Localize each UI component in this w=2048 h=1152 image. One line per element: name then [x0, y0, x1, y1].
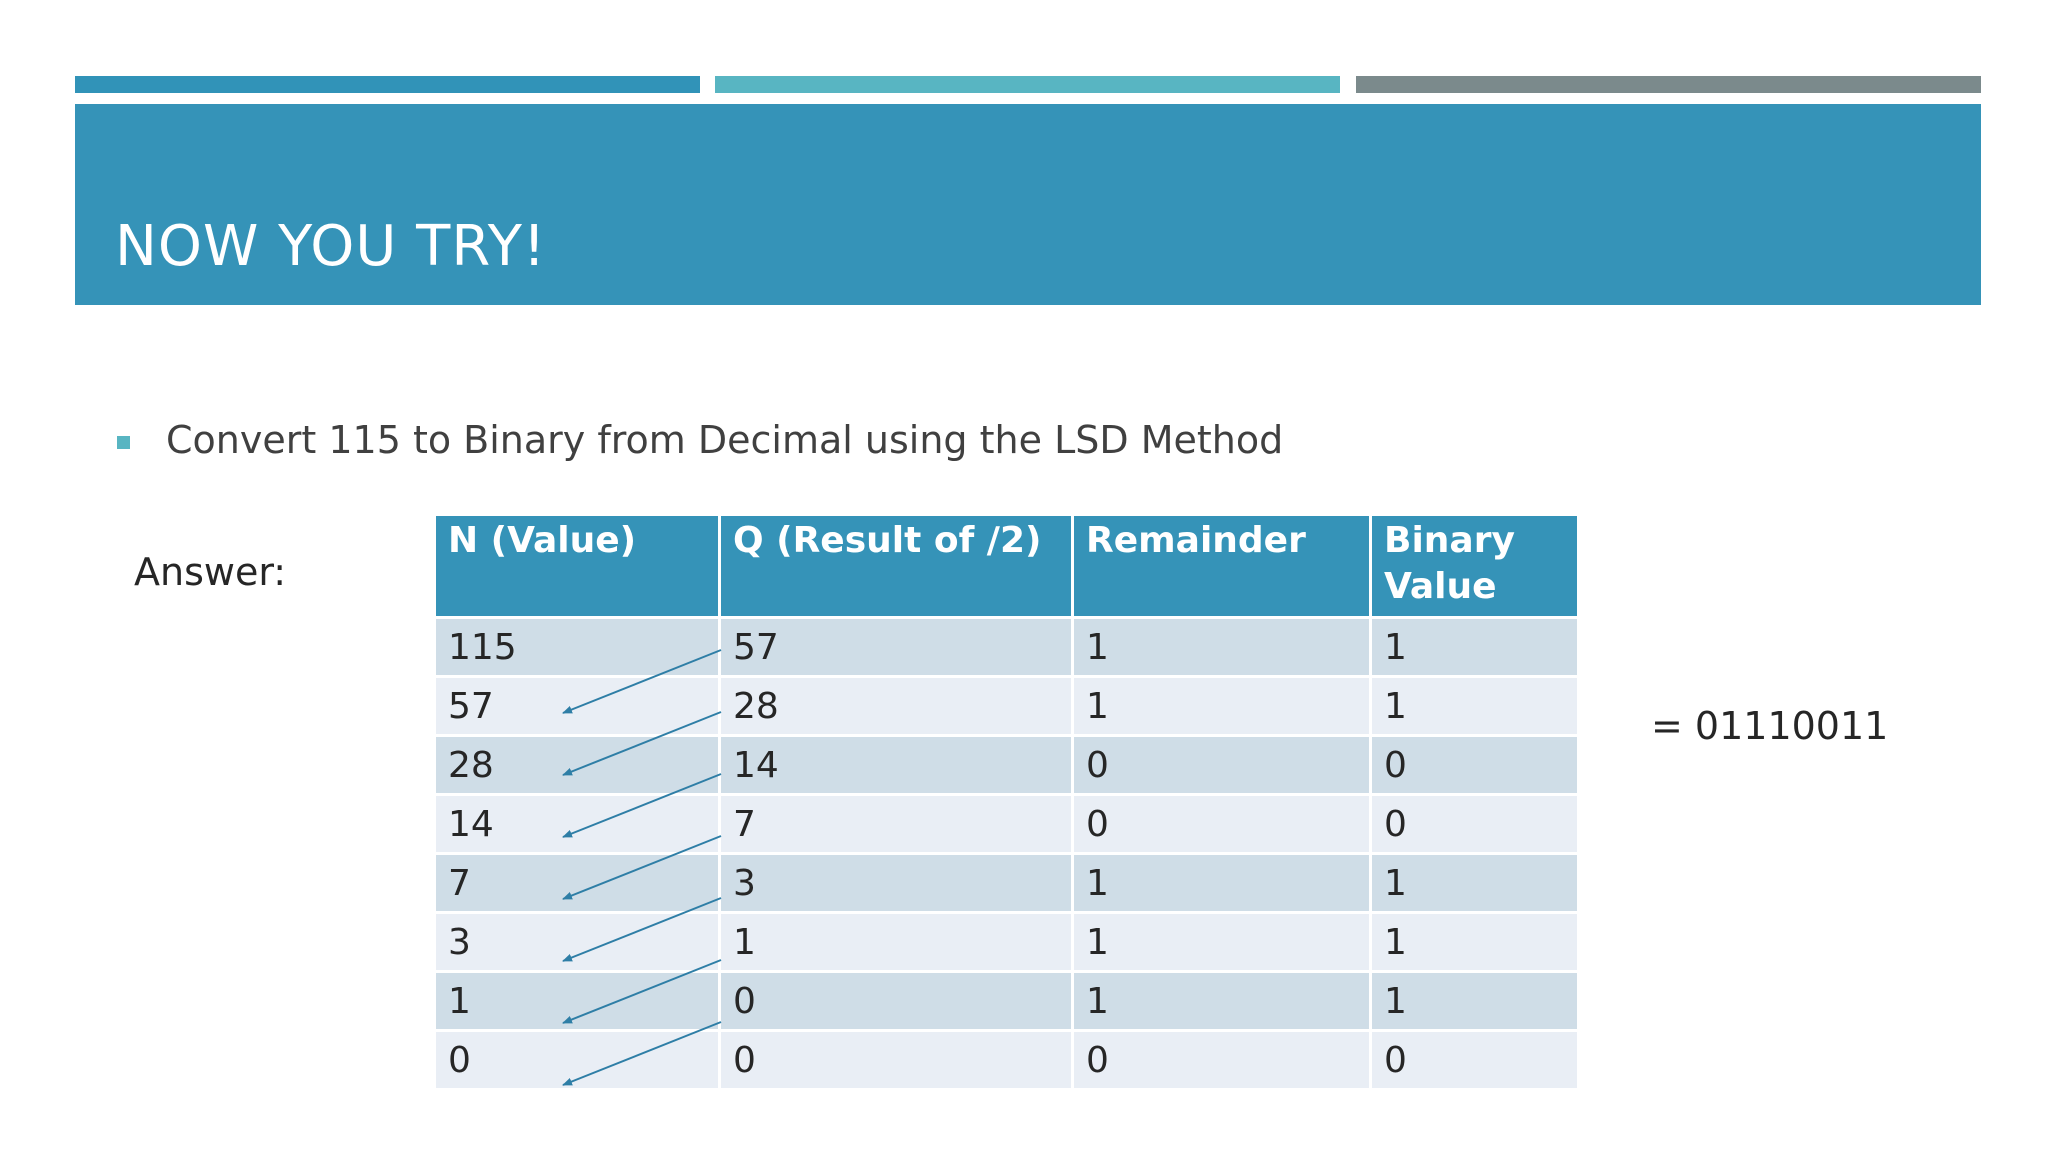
cell-n: 1 [433, 970, 721, 1032]
title-band: NOW YOU TRY! [75, 104, 1981, 305]
bullet-text: Convert 115 to Binary from Decimal using… [166, 418, 1284, 462]
cell-remainder: 1 [1071, 911, 1372, 973]
cell-n: 3 [433, 911, 721, 973]
cell-q: 0 [718, 970, 1074, 1032]
cell-binary: 1 [1369, 911, 1580, 973]
cell-binary: 1 [1369, 675, 1580, 737]
cell-n: 57 [433, 675, 721, 737]
cell-q: 57 [718, 616, 1074, 678]
table-row: 0 0 0 0 [433, 1029, 1580, 1091]
cell-q: 1 [718, 911, 1074, 973]
table-row: 28 14 0 0 [433, 734, 1580, 796]
accent-bar-blue [75, 76, 700, 93]
cell-n: 7 [433, 852, 721, 914]
bullet-square-icon [117, 436, 130, 449]
header-n-value: N (Value) [433, 513, 721, 619]
cell-remainder: 0 [1071, 734, 1372, 796]
cell-remainder: 1 [1071, 970, 1372, 1032]
table-row: 115 57 1 1 [433, 616, 1580, 678]
table-row: 14 7 0 0 [433, 793, 1580, 855]
table-row: 7 3 1 1 [433, 852, 1580, 914]
cell-q: 7 [718, 793, 1074, 855]
header-quotient: Q (Result of /2) [718, 513, 1074, 619]
accent-bar-gray [1356, 76, 1981, 93]
table-header-row: N (Value) Q (Result of /2) Remainder Bin… [433, 513, 1580, 619]
binary-result: = 01110011 [1651, 704, 1889, 748]
cell-binary: 0 [1369, 1029, 1580, 1091]
cell-q: 3 [718, 852, 1074, 914]
cell-remainder: 1 [1071, 616, 1372, 678]
cell-binary: 1 [1369, 852, 1580, 914]
cell-n: 28 [433, 734, 721, 796]
cell-binary: 0 [1369, 734, 1580, 796]
cell-binary: 1 [1369, 616, 1580, 678]
table-row: 1 0 1 1 [433, 970, 1580, 1032]
cell-remainder: 0 [1071, 1029, 1372, 1091]
cell-q: 28 [718, 675, 1074, 737]
cell-remainder: 0 [1071, 793, 1372, 855]
cell-n: 0 [433, 1029, 721, 1091]
conversion-table: N (Value) Q (Result of /2) Remainder Bin… [433, 513, 1580, 1091]
slide-title: NOW YOU TRY! [115, 214, 547, 279]
table-row: 57 28 1 1 [433, 675, 1580, 737]
accent-bar-teal [715, 76, 1340, 93]
header-remainder: Remainder [1071, 513, 1372, 619]
cell-n: 14 [433, 793, 721, 855]
header-binary-value: Binary Value [1369, 513, 1580, 619]
cell-remainder: 1 [1071, 852, 1372, 914]
answer-label: Answer: [134, 550, 287, 594]
cell-q: 14 [718, 734, 1074, 796]
cell-binary: 1 [1369, 970, 1580, 1032]
cell-remainder: 1 [1071, 675, 1372, 737]
table-row: 3 1 1 1 [433, 911, 1580, 973]
cell-n: 115 [433, 616, 721, 678]
cell-binary: 0 [1369, 793, 1580, 855]
cell-q: 0 [718, 1029, 1074, 1091]
